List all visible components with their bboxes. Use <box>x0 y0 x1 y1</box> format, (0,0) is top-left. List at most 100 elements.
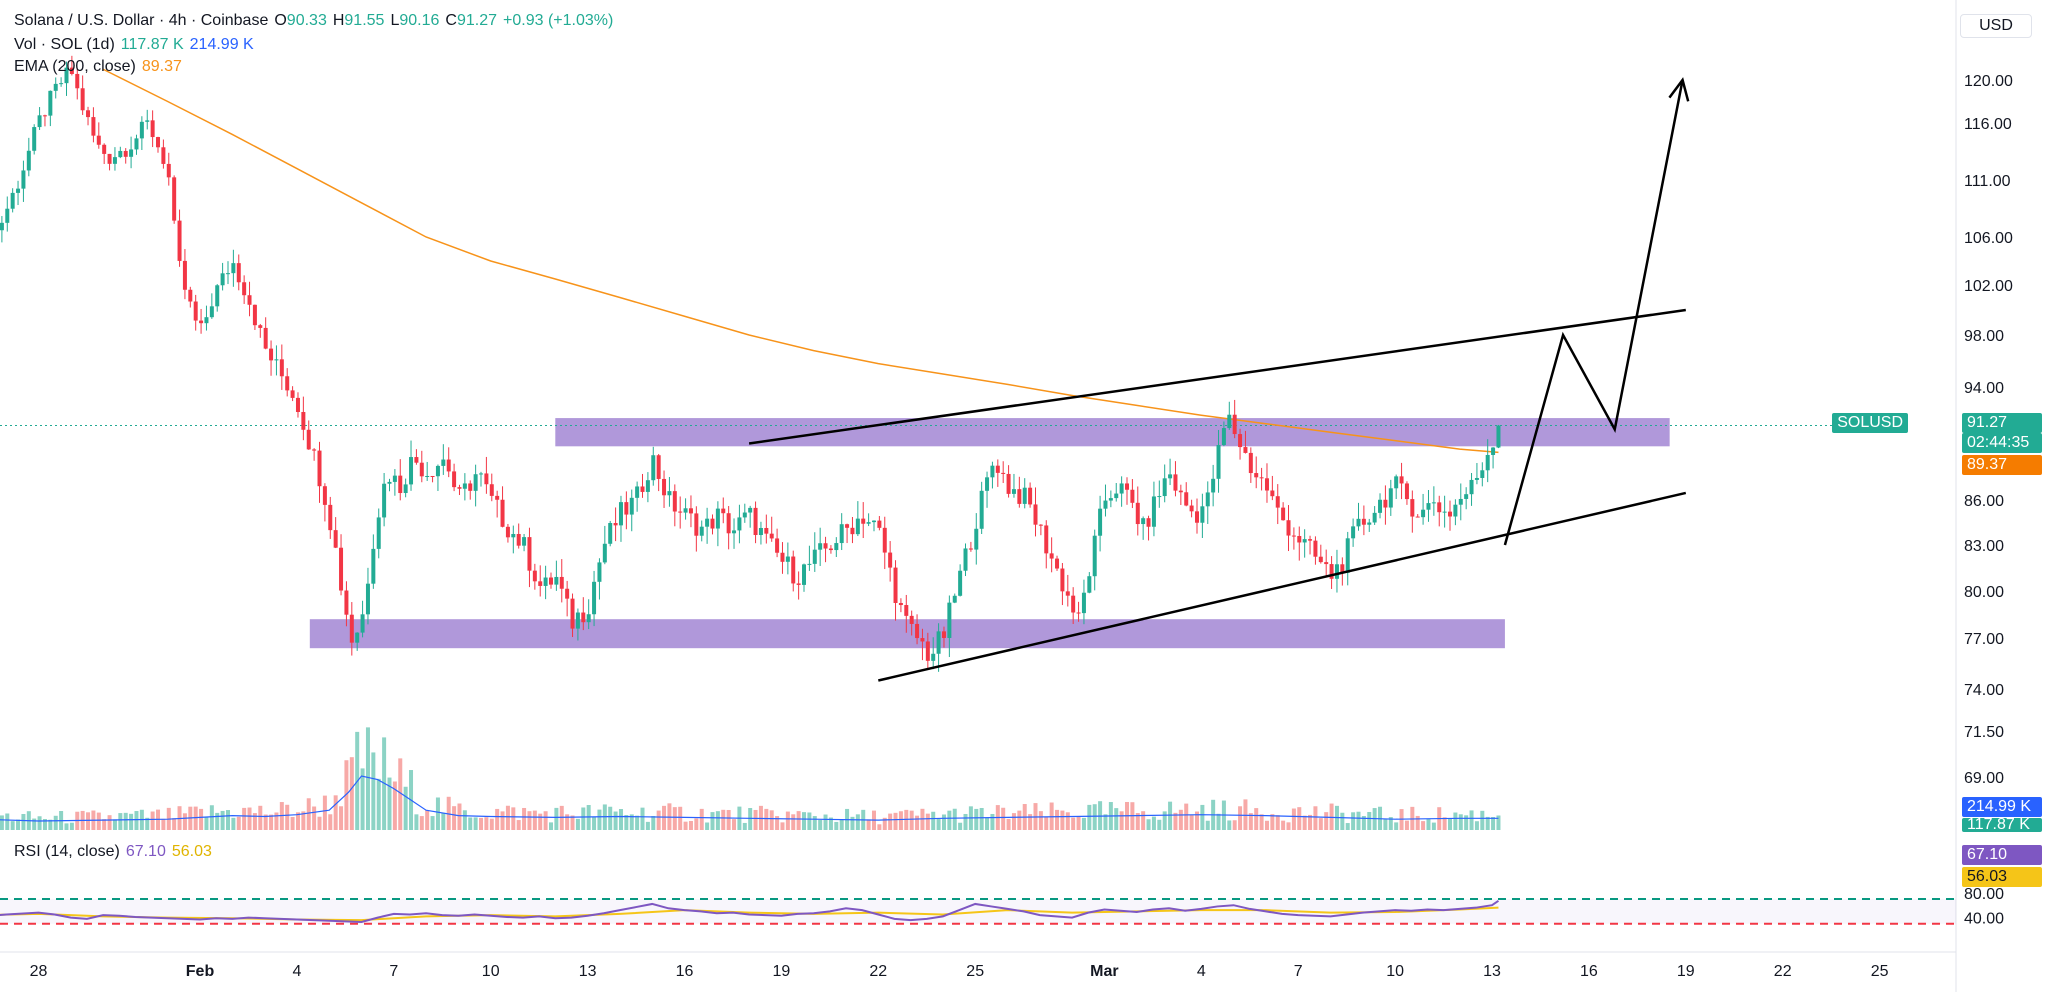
volume-bar <box>721 809 726 830</box>
ema-tag: 89.37 <box>1962 455 2042 475</box>
candle-body <box>861 518 866 524</box>
volume-bar <box>1286 822 1291 830</box>
drawings[interactable] <box>748 77 1690 682</box>
candle-body <box>1421 509 1426 518</box>
candle-body <box>1270 490 1275 497</box>
price-tick-label: 120.00 <box>1964 73 2013 90</box>
volume-bar <box>1011 813 1016 830</box>
candle-body <box>748 507 753 513</box>
candle-body <box>1028 487 1033 505</box>
volume-bar <box>1302 815 1307 830</box>
time-tick-label: 22 <box>1774 963 1792 980</box>
volume-bar <box>242 807 247 830</box>
projection-arrowhead <box>1668 77 1690 102</box>
candle-body <box>5 208 10 223</box>
rsi-tick-label: 40.00 <box>1964 911 2004 928</box>
candle-body <box>850 527 855 535</box>
volume-bar <box>236 816 241 830</box>
volume-bar <box>1243 799 1248 830</box>
candle-body <box>1194 511 1199 523</box>
candle-body <box>1361 518 1366 525</box>
volume-bar <box>1259 814 1264 830</box>
volume-legend[interactable]: Vol · SOL (1d) 117.87 K 214.99 K <box>14 36 260 54</box>
volume-bar <box>1071 817 1076 830</box>
volume-bar <box>710 812 715 830</box>
candle-body <box>775 538 780 553</box>
volume-bar <box>1173 812 1178 830</box>
candle-body <box>1092 535 1097 577</box>
candle-body <box>274 359 279 361</box>
low-value: 90.16 <box>399 12 440 29</box>
candle-body <box>522 537 527 546</box>
candle-body <box>1001 472 1006 474</box>
volume-bar <box>1485 816 1490 830</box>
volume-bar <box>936 819 941 830</box>
volume-bar <box>1151 816 1156 830</box>
volume-bar <box>1081 817 1086 830</box>
candle-body <box>1415 516 1420 518</box>
candle-body <box>882 527 887 553</box>
candle-body <box>398 475 403 494</box>
volume-bar <box>392 781 397 830</box>
time-axis[interactable]: 28 Feb 4 7 10 13 16 19 22 25 Mar 4 7 10 13 16 19 22 25 <box>30 963 1889 980</box>
candle-body <box>1146 518 1151 527</box>
candle-body <box>1372 512 1377 523</box>
candle-body <box>968 548 973 550</box>
volume-bar <box>86 812 91 830</box>
volume-bar <box>225 810 230 830</box>
candle-body <box>1431 502 1436 504</box>
candle-body <box>554 576 559 585</box>
candle-body <box>1275 496 1280 508</box>
candle-body <box>102 144 107 154</box>
volume-bar <box>1318 818 1323 830</box>
candle-body <box>80 88 85 111</box>
volume-bar <box>726 809 731 830</box>
candle-body <box>452 471 457 488</box>
candle-body <box>1038 524 1043 526</box>
candle-body <box>796 583 801 585</box>
volume-bar <box>1141 811 1146 830</box>
volume-bar <box>48 819 53 830</box>
volume-bar <box>527 811 532 830</box>
candle-body <box>715 508 720 529</box>
volume-bar <box>1491 817 1496 830</box>
symbol-legend[interactable]: Solana / U.S. Dollar · 4h · Coinbase O90.… <box>14 12 614 29</box>
candle-body <box>828 548 833 551</box>
candle-body <box>236 263 241 283</box>
volume-bar <box>1248 813 1253 830</box>
candle-body <box>484 473 489 485</box>
candle-body <box>403 484 408 494</box>
candle-body <box>1114 493 1119 499</box>
candle-body <box>409 457 414 485</box>
time-tick-label: 16 <box>676 963 694 980</box>
rsi-line <box>0 899 1500 923</box>
rsi-ma-tag: 56.03 <box>1962 867 2042 887</box>
symbol-tag: SOLUSD <box>1832 413 1908 433</box>
volume-bar <box>5 813 10 830</box>
volume-bar <box>1038 811 1043 830</box>
volume-bar <box>688 820 693 830</box>
candle-body <box>414 457 419 463</box>
currency-selector[interactable]: USD <box>1960 14 2032 38</box>
candle-body <box>1480 470 1485 478</box>
ema-legend[interactable]: EMA (200, close) 89.37 <box>14 58 188 76</box>
candle-body <box>150 120 155 138</box>
volume-bar <box>559 805 564 830</box>
price-tick-label: 74.00 <box>1964 682 2004 699</box>
close-value: 91.27 <box>456 12 498 29</box>
price-axis[interactable]: 120.00 116.00 111.00 106.00 102.00 98.00 94.00… <box>1964 73 2013 928</box>
candle-body <box>985 477 990 491</box>
price-tick-label: 116.00 <box>1964 116 2012 133</box>
candle-body <box>1426 503 1431 510</box>
candle-body <box>1071 595 1076 613</box>
candle-body <box>177 220 182 261</box>
candle-body <box>721 508 726 514</box>
candle-body <box>69 67 74 74</box>
symbol-title: Solana / U.S. Dollar · 4h · Coinbase <box>14 12 269 29</box>
volume-bar <box>1194 811 1199 830</box>
candle-body <box>1125 483 1130 490</box>
rsi-legend[interactable]: RSI (14, close) 67.10 56.03 <box>14 843 218 861</box>
candle-body <box>10 192 15 209</box>
volume-bar <box>925 813 930 830</box>
